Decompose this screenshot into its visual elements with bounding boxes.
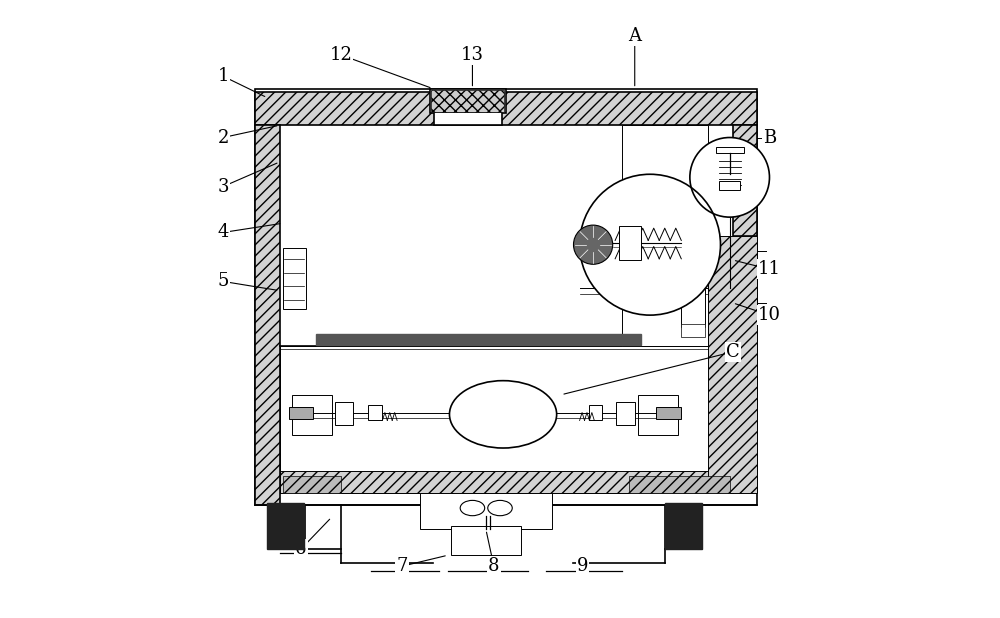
Text: 3: 3	[217, 177, 229, 195]
Bar	[665, 503, 702, 549]
Text: 6: 6	[295, 540, 307, 558]
Bar	[656, 407, 681, 419]
Text: 10: 10	[758, 306, 781, 324]
Bar	[716, 146, 744, 153]
Text: 4: 4	[217, 224, 229, 242]
Bar	[681, 324, 705, 337]
Text: A: A	[628, 27, 641, 46]
Bar	[335, 402, 353, 425]
Bar	[681, 287, 705, 328]
Bar	[589, 405, 602, 420]
Text: 13: 13	[461, 46, 484, 64]
Text: 5: 5	[217, 273, 229, 290]
Bar	[616, 402, 635, 425]
Text: 8: 8	[488, 557, 500, 575]
Bar	[255, 88, 757, 505]
Bar	[451, 526, 521, 555]
Bar	[708, 235, 757, 493]
Bar	[619, 226, 641, 260]
Text: 9: 9	[577, 557, 588, 575]
Ellipse shape	[449, 381, 557, 448]
Bar	[638, 395, 678, 434]
Bar	[733, 125, 757, 235]
Bar	[280, 125, 708, 472]
Bar	[430, 88, 506, 113]
Bar	[629, 476, 730, 493]
Bar	[316, 334, 641, 345]
Bar	[420, 493, 552, 530]
Bar	[434, 112, 502, 125]
Text: 1: 1	[217, 67, 229, 85]
Bar	[641, 260, 675, 309]
Bar	[283, 476, 341, 493]
Bar	[641, 190, 675, 248]
Bar	[622, 125, 708, 345]
Text: 11: 11	[758, 260, 781, 278]
Bar	[431, 90, 504, 112]
Bar	[681, 232, 705, 281]
Bar	[267, 503, 304, 549]
Circle shape	[690, 138, 769, 217]
Bar	[289, 407, 313, 419]
Circle shape	[573, 225, 613, 265]
Bar	[368, 405, 382, 420]
Bar	[280, 472, 733, 493]
Bar	[472, 404, 497, 422]
Bar	[283, 248, 306, 309]
Bar	[719, 181, 740, 190]
Text: 12: 12	[329, 46, 352, 64]
Text: 7: 7	[396, 557, 408, 575]
Text: C: C	[726, 343, 740, 361]
Text: B: B	[763, 129, 776, 146]
Bar	[255, 91, 757, 125]
Text: 2: 2	[217, 129, 229, 146]
Bar	[280, 345, 733, 493]
Bar	[292, 395, 332, 434]
Bar	[255, 125, 280, 505]
Circle shape	[580, 174, 720, 315]
